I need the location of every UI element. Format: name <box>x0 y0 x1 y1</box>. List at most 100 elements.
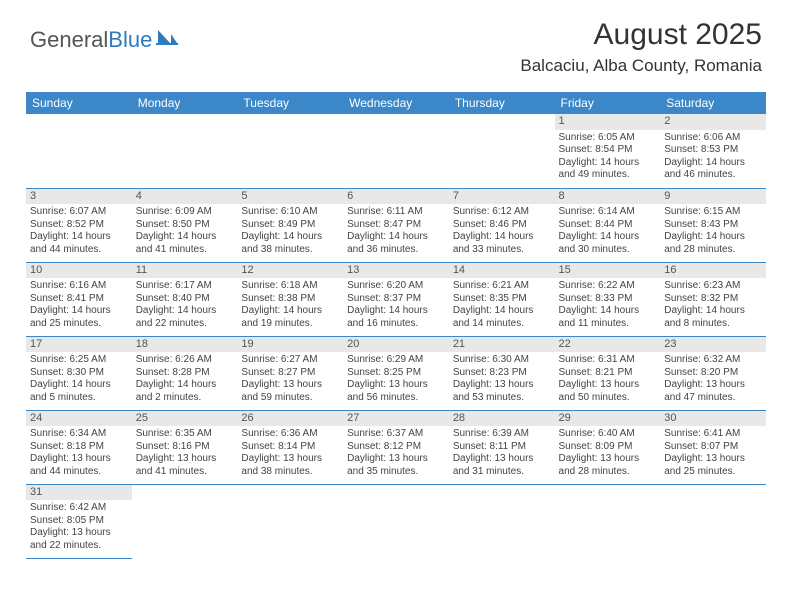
calendar-day-cell: 4Sunrise: 6:09 AMSunset: 8:50 PMDaylight… <box>132 188 238 262</box>
weekday-header: Thursday <box>449 92 555 114</box>
day-info: Sunrise: 6:17 AMSunset: 8:40 PMDaylight:… <box>136 280 234 330</box>
day-info: Sunrise: 6:10 AMSunset: 8:49 PMDaylight:… <box>241 206 339 256</box>
day-number: 18 <box>132 337 238 353</box>
day-info: Sunrise: 6:32 AMSunset: 8:20 PMDaylight:… <box>664 354 762 404</box>
day-info: Sunrise: 6:31 AMSunset: 8:21 PMDaylight:… <box>559 354 657 404</box>
location: Balcaciu, Alba County, Romania <box>520 56 762 76</box>
day-info: Sunrise: 6:09 AMSunset: 8:50 PMDaylight:… <box>136 206 234 256</box>
logo-text-blue: Blue <box>108 27 152 53</box>
calendar-day-cell: 18Sunrise: 6:26 AMSunset: 8:28 PMDayligh… <box>132 336 238 410</box>
day-number: 1 <box>555 114 661 130</box>
day-number: 7 <box>449 189 555 205</box>
calendar-day-cell: 11Sunrise: 6:17 AMSunset: 8:40 PMDayligh… <box>132 262 238 336</box>
day-info: Sunrise: 6:16 AMSunset: 8:41 PMDaylight:… <box>30 280 128 330</box>
calendar-day-cell: 10Sunrise: 6:16 AMSunset: 8:41 PMDayligh… <box>26 262 132 336</box>
calendar-day-cell: 13Sunrise: 6:20 AMSunset: 8:37 PMDayligh… <box>343 262 449 336</box>
day-number: 8 <box>555 189 661 205</box>
day-info: Sunrise: 6:41 AMSunset: 8:07 PMDaylight:… <box>664 428 762 478</box>
day-info: Sunrise: 6:18 AMSunset: 8:38 PMDaylight:… <box>241 280 339 330</box>
calendar-empty-cell <box>237 484 343 558</box>
day-number: 3 <box>26 189 132 205</box>
weekday-header: Saturday <box>660 92 766 114</box>
day-info: Sunrise: 6:27 AMSunset: 8:27 PMDaylight:… <box>241 354 339 404</box>
weekday-header: Monday <box>132 92 238 114</box>
day-number: 17 <box>26 337 132 353</box>
calendar-day-cell: 17Sunrise: 6:25 AMSunset: 8:30 PMDayligh… <box>26 336 132 410</box>
month-title: August 2025 <box>520 18 762 52</box>
calendar-day-cell: 29Sunrise: 6:40 AMSunset: 8:09 PMDayligh… <box>555 410 661 484</box>
calendar-empty-cell <box>449 114 555 188</box>
day-info: Sunrise: 6:40 AMSunset: 8:09 PMDaylight:… <box>559 428 657 478</box>
day-info: Sunrise: 6:39 AMSunset: 8:11 PMDaylight:… <box>453 428 551 478</box>
day-info: Sunrise: 6:25 AMSunset: 8:30 PMDaylight:… <box>30 354 128 404</box>
weekday-header: Friday <box>555 92 661 114</box>
calendar-day-cell: 28Sunrise: 6:39 AMSunset: 8:11 PMDayligh… <box>449 410 555 484</box>
calendar-empty-cell <box>555 484 661 558</box>
day-info: Sunrise: 6:21 AMSunset: 8:35 PMDaylight:… <box>453 280 551 330</box>
calendar-day-cell: 2Sunrise: 6:06 AMSunset: 8:53 PMDaylight… <box>660 114 766 188</box>
day-info: Sunrise: 6:05 AMSunset: 8:54 PMDaylight:… <box>559 132 657 182</box>
header: GeneralBlue August 2025 Balcaciu, Alba C… <box>0 0 792 84</box>
day-number: 30 <box>660 411 766 427</box>
day-number: 28 <box>449 411 555 427</box>
day-info: Sunrise: 6:20 AMSunset: 8:37 PMDaylight:… <box>347 280 445 330</box>
day-info: Sunrise: 6:22 AMSunset: 8:33 PMDaylight:… <box>559 280 657 330</box>
weekday-header: Wednesday <box>343 92 449 114</box>
calendar-body: 1 Sunrise: 6:05 AMSunset: 8:54 PMDaylight… <box>26 114 766 558</box>
day-number: 31 <box>26 485 132 501</box>
day-number: 20 <box>343 337 449 353</box>
day-number: 11 <box>132 263 238 279</box>
calendar-day-cell: 26Sunrise: 6:36 AMSunset: 8:14 PMDayligh… <box>237 410 343 484</box>
calendar-day-cell: 9Sunrise: 6:15 AMSunset: 8:43 PMDaylight… <box>660 188 766 262</box>
day-info: Sunrise: 6:07 AMSunset: 8:52 PMDaylight:… <box>30 206 128 256</box>
logo: GeneralBlue <box>30 26 178 54</box>
calendar-day-cell: 22Sunrise: 6:31 AMSunset: 8:21 PMDayligh… <box>555 336 661 410</box>
calendar-day-cell: 31Sunrise: 6:42 AMSunset: 8:05 PMDayligh… <box>26 484 132 558</box>
day-info: Sunrise: 6:15 AMSunset: 8:43 PMDaylight:… <box>664 206 762 256</box>
calendar-day-cell: 20Sunrise: 6:29 AMSunset: 8:25 PMDayligh… <box>343 336 449 410</box>
calendar-empty-cell <box>343 114 449 188</box>
calendar-day-cell: 6Sunrise: 6:11 AMSunset: 8:47 PMDaylight… <box>343 188 449 262</box>
day-number: 14 <box>449 263 555 279</box>
calendar-day-cell: 19Sunrise: 6:27 AMSunset: 8:27 PMDayligh… <box>237 336 343 410</box>
calendar-day-cell: 5Sunrise: 6:10 AMSunset: 8:49 PMDaylight… <box>237 188 343 262</box>
calendar-day-cell: 15Sunrise: 6:22 AMSunset: 8:33 PMDayligh… <box>555 262 661 336</box>
calendar-table: SundayMondayTuesdayWednesdayThursdayFrid… <box>26 92 766 559</box>
day-number: 19 <box>237 337 343 353</box>
day-number: 12 <box>237 263 343 279</box>
day-number: 21 <box>449 337 555 353</box>
calendar-day-cell: 25Sunrise: 6:35 AMSunset: 8:16 PMDayligh… <box>132 410 238 484</box>
calendar-day-cell: 24Sunrise: 6:34 AMSunset: 8:18 PMDayligh… <box>26 410 132 484</box>
day-info: Sunrise: 6:06 AMSunset: 8:53 PMDaylight:… <box>664 132 762 182</box>
calendar-week-row: 24Sunrise: 6:34 AMSunset: 8:18 PMDayligh… <box>26 410 766 484</box>
calendar-empty-cell <box>132 114 238 188</box>
weekday-header-row: SundayMondayTuesdayWednesdayThursdayFrid… <box>26 92 766 114</box>
day-number: 22 <box>555 337 661 353</box>
calendar-day-cell: 12Sunrise: 6:18 AMSunset: 8:38 PMDayligh… <box>237 262 343 336</box>
day-info: Sunrise: 6:12 AMSunset: 8:46 PMDaylight:… <box>453 206 551 256</box>
calendar-day-cell: 27Sunrise: 6:37 AMSunset: 8:12 PMDayligh… <box>343 410 449 484</box>
day-number: 13 <box>343 263 449 279</box>
day-info: Sunrise: 6:34 AMSunset: 8:18 PMDaylight:… <box>30 428 128 478</box>
day-number: 24 <box>26 411 132 427</box>
calendar-week-row: 1 Sunrise: 6:05 AMSunset: 8:54 PMDaylight… <box>26 114 766 188</box>
calendar-empty-cell <box>449 484 555 558</box>
day-info: Sunrise: 6:36 AMSunset: 8:14 PMDaylight:… <box>241 428 339 478</box>
day-info: Sunrise: 6:42 AMSunset: 8:05 PMDaylight:… <box>30 502 128 552</box>
calendar-empty-cell <box>660 484 766 558</box>
day-number: 25 <box>132 411 238 427</box>
day-number: 15 <box>555 263 661 279</box>
calendar-day-cell: 8Sunrise: 6:14 AMSunset: 8:44 PMDaylight… <box>555 188 661 262</box>
calendar-empty-cell <box>237 114 343 188</box>
calendar-day-cell: 16Sunrise: 6:23 AMSunset: 8:32 PMDayligh… <box>660 262 766 336</box>
calendar-day-cell: 30Sunrise: 6:41 AMSunset: 8:07 PMDayligh… <box>660 410 766 484</box>
day-info: Sunrise: 6:30 AMSunset: 8:23 PMDaylight:… <box>453 354 551 404</box>
day-number: 6 <box>343 189 449 205</box>
day-info: Sunrise: 6:29 AMSunset: 8:25 PMDaylight:… <box>347 354 445 404</box>
calendar-day-cell: 1 Sunrise: 6:05 AMSunset: 8:54 PMDaylight… <box>555 114 661 188</box>
sail-icon <box>156 26 178 52</box>
calendar-empty-cell <box>26 114 132 188</box>
weekday-header: Sunday <box>26 92 132 114</box>
day-info: Sunrise: 6:35 AMSunset: 8:16 PMDaylight:… <box>136 428 234 478</box>
calendar-day-cell: 21Sunrise: 6:30 AMSunset: 8:23 PMDayligh… <box>449 336 555 410</box>
